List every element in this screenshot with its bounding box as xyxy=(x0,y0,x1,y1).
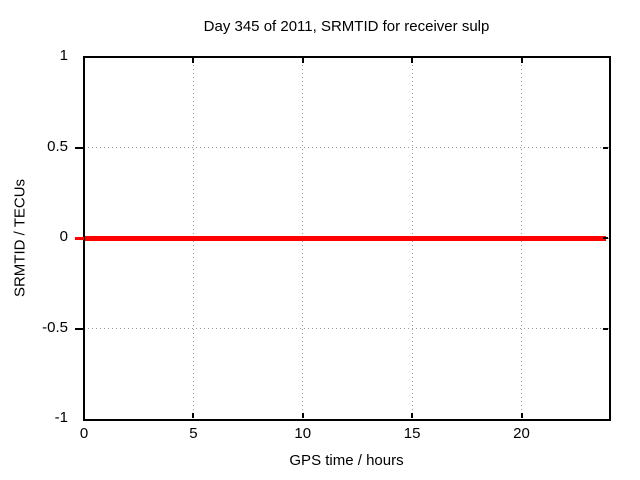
y-tick-label: 0.5 xyxy=(47,137,68,155)
tick-mark-left xyxy=(75,146,84,149)
tick-mark-bottom xyxy=(520,413,523,418)
y-tick-label: 0 xyxy=(59,228,68,245)
tick-mark-left xyxy=(75,327,84,330)
x-tick-label: 0 xyxy=(79,425,89,442)
y-tick-label: -0.5 xyxy=(42,318,68,336)
x-tick-label: 5 xyxy=(189,425,198,442)
tick-mark-top xyxy=(301,58,304,63)
x-tick-label: 15 xyxy=(403,425,421,442)
tick-mark-bottom xyxy=(411,413,414,418)
tick-mark-right xyxy=(603,237,608,239)
chart-title: Day 345 of 2011, SRMTID for receiver sul… xyxy=(203,18,490,35)
tick-mark-top xyxy=(192,58,195,63)
gridline-horizontal xyxy=(84,328,609,329)
tick-mark-bottom xyxy=(192,413,195,418)
tick-mark-left xyxy=(75,237,84,240)
tick-mark-right xyxy=(603,146,608,149)
x-tick-label: 20 xyxy=(513,425,530,442)
series-line xyxy=(84,235,606,241)
tick-mark-right xyxy=(603,327,608,330)
tick-mark-top xyxy=(411,58,414,63)
tick-mark-bottom xyxy=(301,413,304,418)
y-tick-label: 1 xyxy=(59,47,68,64)
x-tick-label: 10 xyxy=(294,425,312,442)
gridline-horizontal xyxy=(84,147,609,148)
y-tick-label: -1 xyxy=(54,409,68,426)
x-axis-label: GPS time / hours xyxy=(289,452,404,469)
tick-mark-top xyxy=(520,58,523,63)
